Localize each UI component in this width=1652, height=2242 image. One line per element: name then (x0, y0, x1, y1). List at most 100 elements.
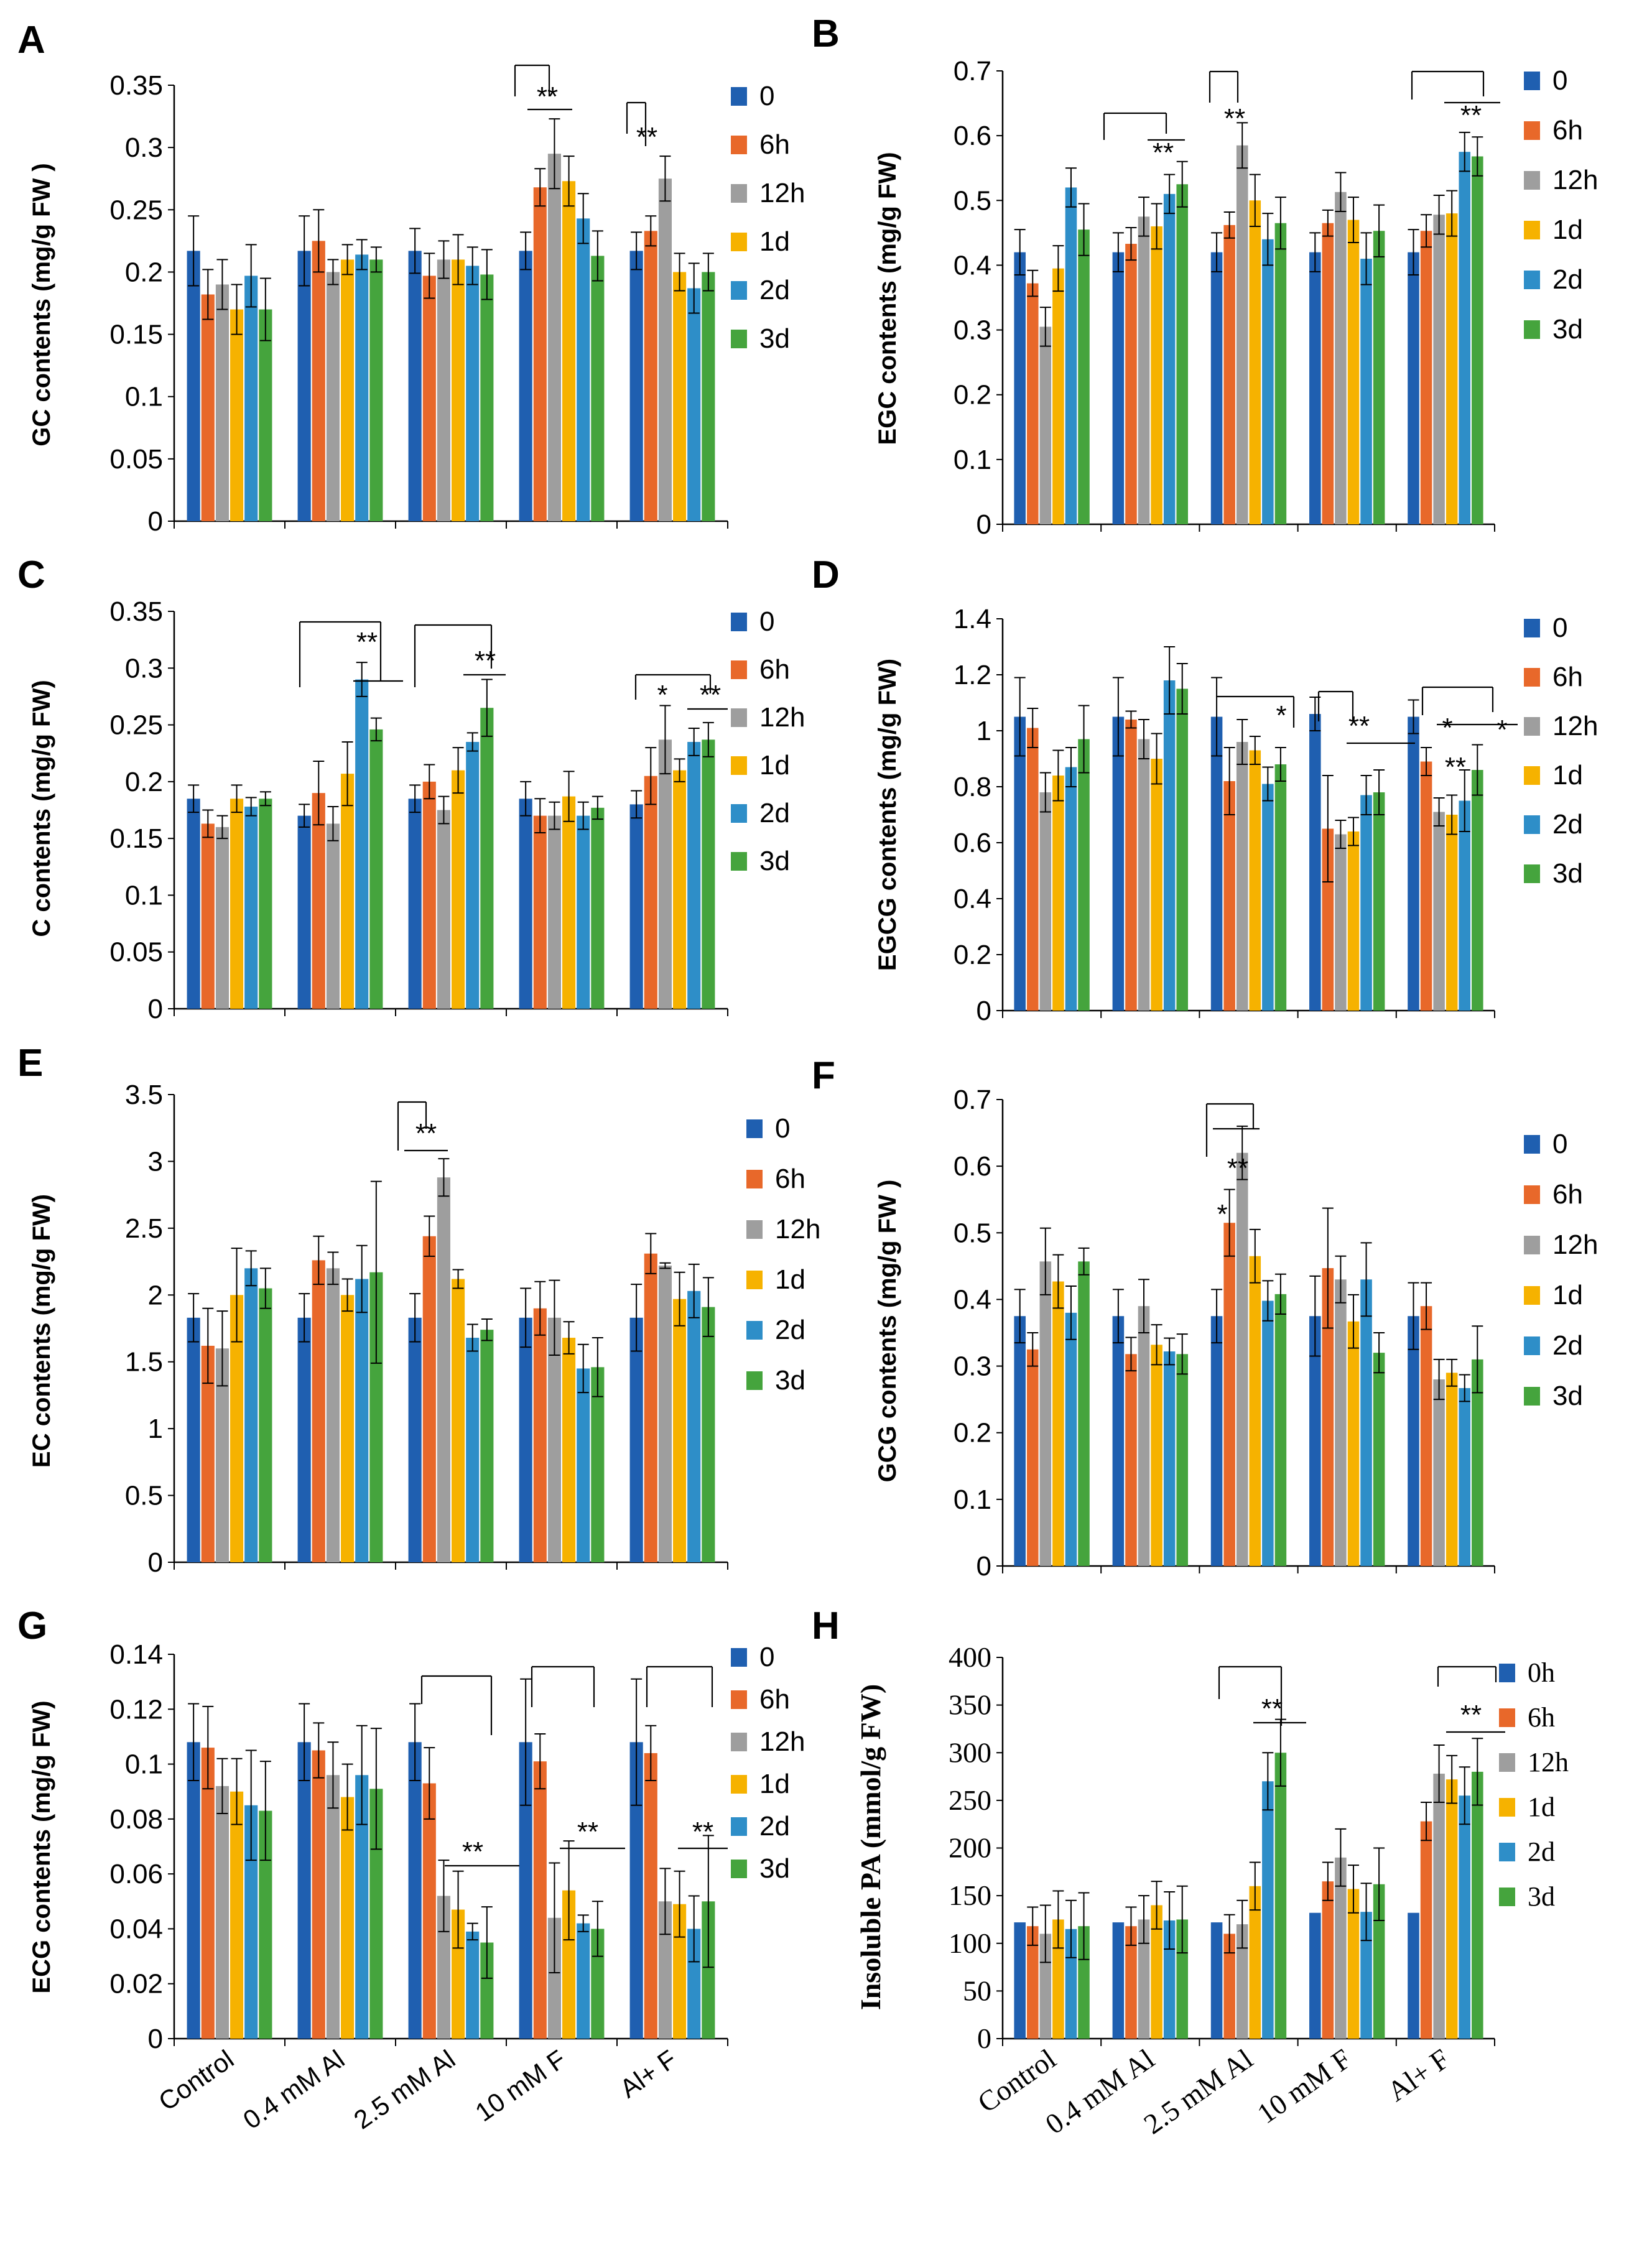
significance-marker: * (1497, 715, 1507, 745)
bar-2d-10-mM-F (1360, 259, 1372, 524)
bar-3d-0.4-mM-Al (369, 259, 383, 521)
bar-0-Al+-F (629, 1742, 643, 2039)
y-tick-label: 0.3 (954, 1351, 991, 1382)
legend-label: 1d (1528, 1792, 1555, 1822)
category-label: 2.5 mM Al (1138, 2042, 1259, 2140)
bar-2d-0.4-mM-Al (355, 1775, 369, 2039)
y-tick-label: 0.5 (954, 1218, 991, 1248)
bar-0-0.4-mM-Al (297, 1742, 311, 2039)
panel-A: A GC contents (mg/g FW ) 0 0.05 0.1 0.15 0.2 0.… (17, 19, 805, 537)
legend-swatch (731, 1817, 747, 1836)
legend-swatch (1524, 72, 1540, 90)
bar-12h-Al+-F (1433, 1773, 1445, 2039)
y-tick-label: 0.15 (109, 823, 163, 854)
legend-swatch (731, 136, 747, 154)
bar-3d-Control (259, 309, 272, 521)
bar-6h-0.4-mM-Al (1125, 1926, 1137, 2039)
legend-label: 2d (1528, 1837, 1555, 1867)
panel-G: G ECG contents (mg/g FW) 0 0.02 0.04 0.06 0.08… (17, 1605, 805, 2054)
bar-12h-0.4-mM-Al (326, 1775, 340, 2039)
bar-0-0.4-mM-Al (1112, 252, 1125, 524)
bar-2d-Al+-F (1459, 1795, 1471, 2039)
legend-label: 6h (1528, 1702, 1555, 1733)
legend-label: 6h (1552, 662, 1583, 692)
bar-6h-Al+-F (644, 776, 657, 1009)
significance-marker: ** (1460, 100, 1482, 131)
bar-6h-Al+-F (644, 1753, 657, 2039)
y-tick-label: 0 (977, 509, 991, 540)
legend-label: 3d (759, 846, 790, 876)
category-label: 10 mM F (1251, 2042, 1357, 2129)
bar-3d-0.4-mM-Al (1176, 1919, 1188, 2039)
bar-2d-10-mM-F (577, 1368, 590, 1562)
bar-3d-Control (1078, 229, 1090, 524)
legend-label: 0h (1528, 1657, 1555, 1688)
bar-6h-10-mM-F (1322, 1881, 1334, 2039)
bar-3d-Control (259, 799, 272, 1009)
bar-2d-Control (1065, 1312, 1077, 1566)
legend-swatch (731, 660, 747, 679)
bar-1d-Control (1052, 268, 1064, 524)
bar-2d-Al+-F (687, 1290, 701, 1562)
legend-swatch (1524, 1286, 1540, 1305)
bar-3d-10-mM-F (1373, 1353, 1385, 1566)
bar-2d-0.4-mM-Al (1163, 1920, 1176, 2039)
y-tick-label: 0 (977, 2022, 991, 2054)
significance-marker: ** (1227, 1153, 1248, 1184)
bar-0-10-mM-F (1309, 1316, 1321, 1566)
bar-0-2.5-mM-Al (1210, 716, 1223, 1011)
legend-label: 1d (759, 1769, 790, 1799)
bar-0h-10-mM-F (1309, 1912, 1321, 2039)
bar-6h-Control (1026, 283, 1039, 524)
y-tick-label: 0.12 (109, 1694, 163, 1725)
y-tick-label: 0 (148, 2024, 163, 2054)
y-tick-label: 50 (963, 1975, 991, 2006)
y-tick-label: 1 (148, 1414, 163, 1444)
y-axis-label: ECG contents (mg/g FW) (28, 1700, 55, 1993)
y-tick-label: 0 (148, 506, 163, 537)
bar-6h-0.4-mM-Al (312, 1260, 325, 1562)
bar-6h-Al+-F (644, 231, 657, 521)
category-label: Al+ F (615, 2044, 682, 2103)
bar-2d-Al+-F (1459, 800, 1471, 1011)
y-tick-label: 0.25 (109, 195, 163, 225)
legend-label: 1d (759, 750, 790, 781)
legend-label: 3d (1528, 1881, 1555, 1912)
legend-swatch (1524, 171, 1540, 190)
panel-D: D EGCG contents (mg/g FW) 0 0.2 0.4 0.6 0.8 1 1.… (812, 554, 1598, 1026)
bar-12h-10-mM-F (1335, 834, 1347, 1011)
legend-label: 1d (1552, 760, 1583, 790)
y-tick-label: 0.1 (125, 880, 163, 910)
legend-swatch (731, 233, 747, 251)
y-tick-label: 0.5 (125, 1481, 163, 1511)
bar-6h-Control (1026, 1349, 1039, 1566)
panel-letter: B (812, 12, 840, 55)
legend-swatch (746, 1321, 763, 1340)
bar-6h-Control (1026, 728, 1039, 1011)
bar-0-0.4-mM-Al (297, 815, 311, 1009)
bar-3d-0.4-mM-Al (369, 1789, 383, 2039)
legend-label: 2d (1552, 264, 1583, 295)
significance-marker: * (1217, 1199, 1227, 1230)
bar-2d-2.5-mM-Al (1262, 784, 1274, 1011)
y-tick-label: 0.2 (125, 257, 163, 287)
y-tick-label: 0.6 (954, 828, 991, 858)
significance-marker: ** (356, 627, 378, 657)
legend-label: 1d (1552, 1280, 1583, 1310)
legend-label: 12h (759, 702, 805, 733)
bar-12h-10-mM-F (1335, 192, 1347, 524)
bar-3d-2.5-mM-Al (1274, 764, 1287, 1011)
y-tick-label: 0.25 (109, 710, 163, 741)
significance-marker: ** (692, 1817, 713, 1847)
bar-12h-Al+-F (1433, 215, 1445, 524)
bar-0-0.4-mM-Al (1112, 716, 1125, 1011)
legend-swatch (746, 1220, 763, 1239)
bar-6h-2.5-mM-Al (1223, 1934, 1235, 2039)
legend-swatch (1524, 717, 1540, 736)
bar-6h-Al+-F (1420, 761, 1432, 1011)
y-axis-label: C contents (mg/g FW) (28, 680, 55, 937)
bar-2d-2.5-mM-Al (1262, 1300, 1274, 1566)
significance-marker: ** (1348, 711, 1370, 741)
legend-swatch (731, 613, 747, 631)
legend-swatch (731, 1775, 747, 1794)
